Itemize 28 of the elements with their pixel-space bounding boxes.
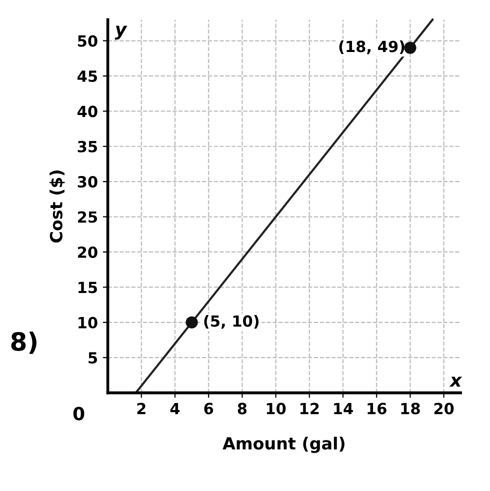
x-tick-label: 20 (434, 402, 454, 414)
annotation: x (449, 376, 462, 387)
y-tick-label: 20 (78, 246, 98, 258)
x-tick-label: 16 (368, 402, 386, 414)
y-tick-label: 25 (78, 211, 98, 223)
x-tick-label: 4 (170, 402, 180, 414)
y-tick-label: 5 (88, 352, 98, 364)
y-tick-label: 50 (78, 35, 98, 47)
y-tick-label: 35 (78, 140, 98, 152)
y-tick-label: 45 (78, 70, 98, 82)
x-tick-label: 8 (238, 402, 247, 414)
x-tick-label: 18 (401, 402, 420, 414)
annotation: (18, 49) (339, 40, 404, 54)
y-tick-label: 40 (78, 106, 98, 118)
x-axis-title: Amount (gal) (222, 436, 344, 454)
y-axis-title: Cost ($) (50, 170, 65, 242)
text: 8) (11, 332, 36, 354)
y-tick-label: 30 (78, 176, 98, 188)
x-tick-label: 2 (137, 402, 146, 414)
text: 0 (73, 406, 84, 420)
x-tick-label: 10 (266, 402, 286, 414)
y-tick-label: 10 (78, 316, 98, 328)
y-tick-label: 15 (78, 282, 98, 294)
annotation: y (114, 26, 128, 40)
x-tick-label: 14 (334, 402, 353, 414)
x-tick-label: 12 (300, 402, 319, 414)
annotation: (5, 10) (204, 315, 259, 329)
x-tick-label: 6 (204, 402, 214, 414)
